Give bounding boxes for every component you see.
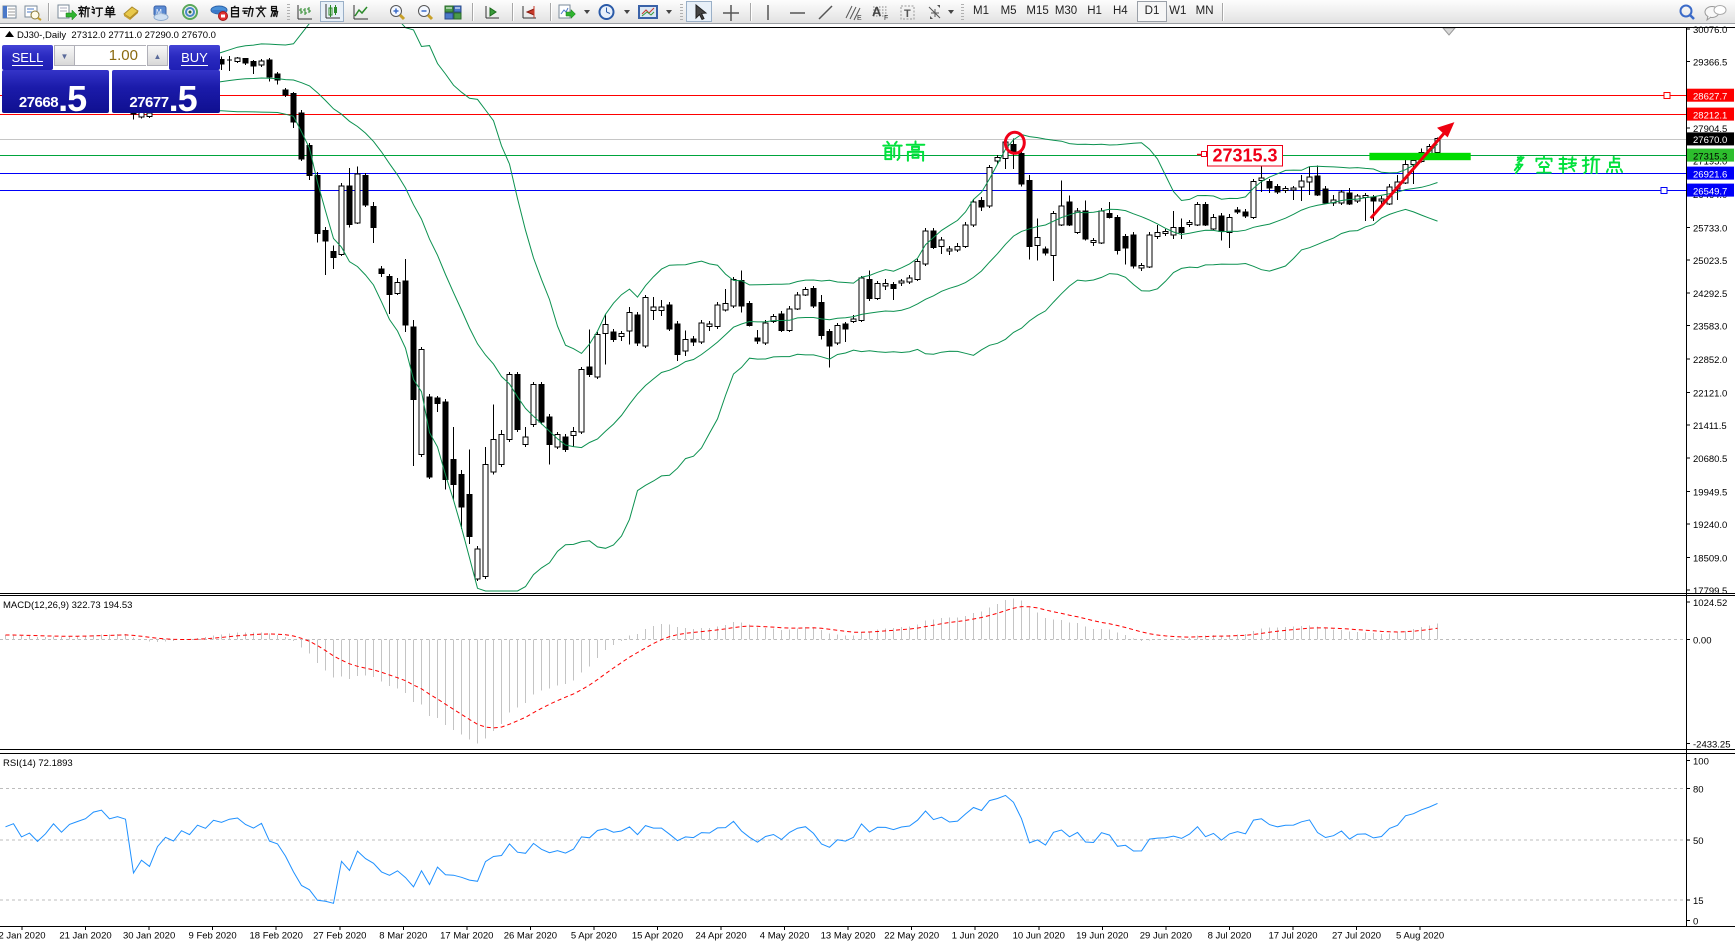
svg-text:1024.52: 1024.52 — [1693, 598, 1727, 609]
svg-text:5 Aug 2020: 5 Aug 2020 — [1396, 931, 1444, 941]
svg-text:22121.0: 22121.0 — [1693, 388, 1727, 399]
svg-text:28627.7: 28627.7 — [1693, 91, 1727, 102]
svg-text:50: 50 — [1693, 836, 1704, 847]
svg-text:25023.5: 25023.5 — [1693, 256, 1727, 267]
svg-text:30 Jan 2020: 30 Jan 2020 — [123, 931, 175, 941]
svg-text:10 Jun 2020: 10 Jun 2020 — [1013, 931, 1065, 941]
svg-text:17799.5: 17799.5 — [1693, 586, 1727, 597]
svg-text:9 Feb 2020: 9 Feb 2020 — [189, 931, 237, 941]
svg-text:22 May 2020: 22 May 2020 — [884, 931, 939, 941]
svg-text:M: M — [156, 9, 162, 16]
svg-text:F: F — [884, 15, 888, 21]
svg-text:15: 15 — [1693, 896, 1704, 907]
svg-text:26921.6: 26921.6 — [1693, 169, 1727, 180]
svg-text:21 Jan 2020: 21 Jan 2020 — [59, 931, 111, 941]
svg-text:T: T — [904, 8, 911, 20]
svg-text:2 Jan 2020: 2 Jan 2020 — [0, 931, 46, 941]
svg-text:27315.3: 27315.3 — [1212, 146, 1277, 166]
svg-text:80: 80 — [1693, 784, 1704, 795]
svg-text:18509.0: 18509.0 — [1693, 553, 1727, 564]
svg-text:13 May 2020: 13 May 2020 — [821, 931, 876, 941]
svg-text:5 Apr 2020: 5 Apr 2020 — [571, 931, 617, 941]
svg-text:28212.1: 28212.1 — [1693, 110, 1727, 121]
svg-text:20680.5: 20680.5 — [1693, 454, 1727, 465]
svg-text:29366.5: 29366.5 — [1693, 57, 1727, 68]
svg-text:27670.0: 27670.0 — [1693, 135, 1727, 146]
svg-text:29 Jun 2020: 29 Jun 2020 — [1140, 931, 1192, 941]
svg-text:0: 0 — [1693, 917, 1698, 928]
svg-text:1 Jun 2020: 1 Jun 2020 — [952, 931, 999, 941]
svg-text:0.00: 0.00 — [1693, 636, 1712, 647]
svg-text:24292.5: 24292.5 — [1693, 289, 1727, 300]
svg-text:27 Jul 2020: 27 Jul 2020 — [1332, 931, 1381, 941]
svg-text:27904.5: 27904.5 — [1693, 124, 1727, 135]
svg-text:17 Mar 2020: 17 Mar 2020 — [440, 931, 493, 941]
svg-text:27 Feb 2020: 27 Feb 2020 — [313, 931, 366, 941]
svg-text:17 Jul 2020: 17 Jul 2020 — [1268, 931, 1317, 941]
svg-text:-2433.25: -2433.25 — [1693, 740, 1731, 751]
svg-text:100: 100 — [1693, 757, 1709, 768]
svg-text:26549.7: 26549.7 — [1693, 186, 1727, 197]
svg-text:23583.0: 23583.0 — [1693, 322, 1727, 333]
svg-text:24 Apr 2020: 24 Apr 2020 — [695, 931, 746, 941]
svg-text:25733.0: 25733.0 — [1693, 223, 1727, 234]
svg-text:26 Mar 2020: 26 Mar 2020 — [504, 931, 557, 941]
svg-text:27195.0: 27195.0 — [1693, 157, 1727, 168]
svg-text:RSI(14) 72.1893: RSI(14) 72.1893 — [3, 758, 73, 769]
svg-text:19 Jun 2020: 19 Jun 2020 — [1076, 931, 1128, 941]
svg-text:8 Jul 2020: 8 Jul 2020 — [1208, 931, 1252, 941]
svg-text:19949.5: 19949.5 — [1693, 488, 1727, 499]
svg-text:E: E — [857, 15, 862, 21]
svg-text:DJ30-,Daily 27312.0 27711.0 2: DJ30-,Daily 27312.0 27711.0 27290.0 2767… — [17, 30, 216, 41]
svg-text:22852.0: 22852.0 — [1693, 355, 1727, 366]
svg-text:4 May 2020: 4 May 2020 — [760, 931, 810, 941]
svg-text:18 Feb 2020: 18 Feb 2020 — [250, 931, 303, 941]
svg-text:30076.0: 30076.0 — [1693, 25, 1727, 36]
svg-text:15 Apr 2020: 15 Apr 2020 — [632, 931, 683, 941]
svg-text:19240.0: 19240.0 — [1693, 520, 1727, 531]
svg-text:27315.3: 27315.3 — [1693, 151, 1727, 162]
svg-text:21411.5: 21411.5 — [1693, 421, 1727, 432]
svg-text:MACD(12,26,9) 322.73 194.53: MACD(12,26,9) 322.73 194.53 — [3, 600, 132, 611]
svg-text:8 Mar 2020: 8 Mar 2020 — [379, 931, 427, 941]
